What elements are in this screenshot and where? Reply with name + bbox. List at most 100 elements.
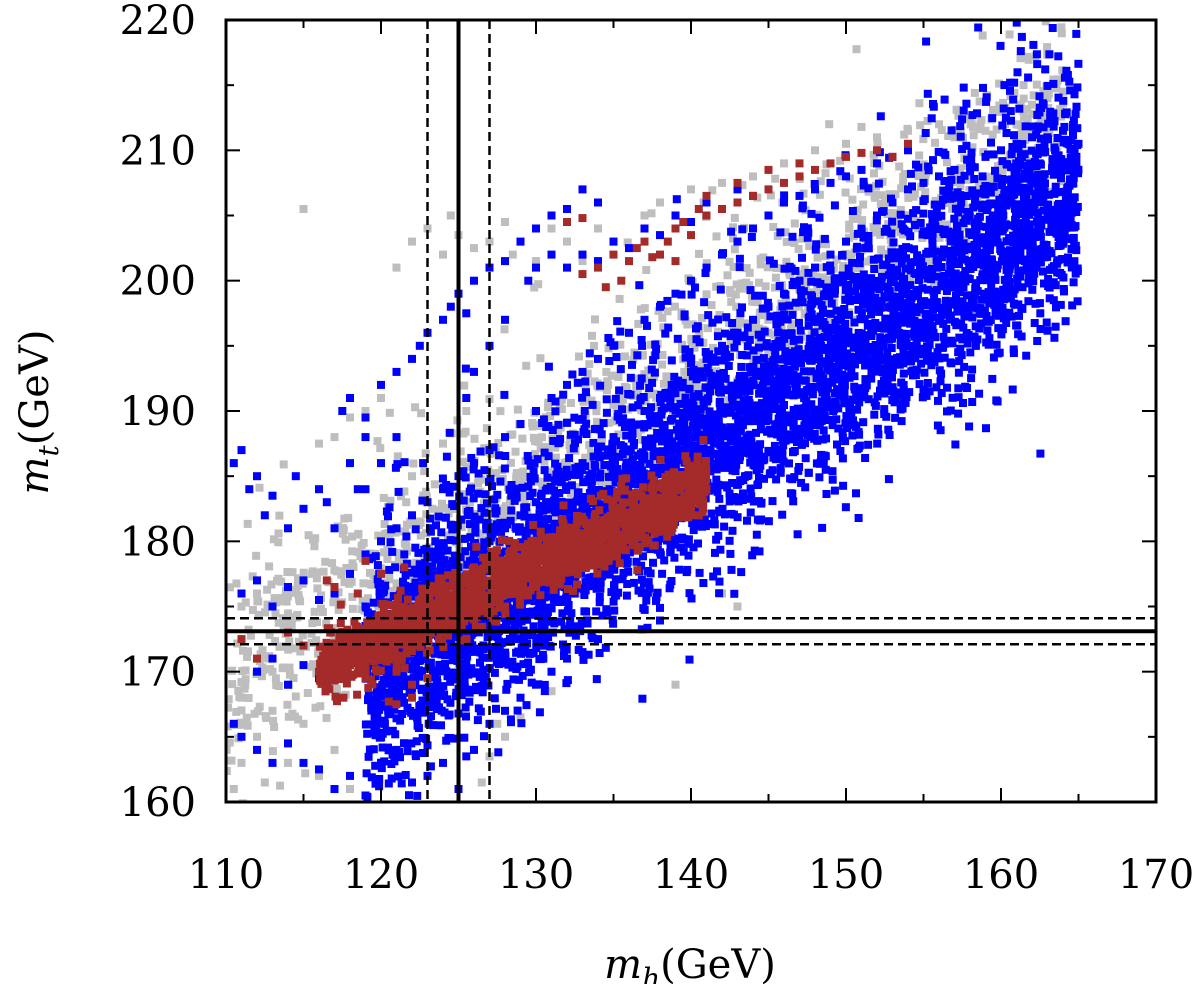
point-gray [1016,100,1025,109]
point-blue [643,623,652,632]
point-blue [1028,285,1037,294]
point-blue [1066,145,1075,153]
point-blue [873,439,882,448]
point-gray [332,684,341,693]
point-gray [602,367,611,376]
point-blue [1046,113,1055,122]
point-gray [604,380,613,389]
point-blue [903,214,912,223]
point-blue [940,310,949,319]
point-gray [869,223,878,232]
point-blue [828,467,837,476]
point-blue [749,362,758,371]
point-gray [381,529,390,538]
point-blue [524,658,533,667]
point-blue [901,300,910,309]
point-gray [491,469,500,478]
point-blue [849,333,858,342]
point-blue [1045,294,1054,303]
point-blue [954,409,963,418]
point-blue [378,728,386,737]
point-gray [313,618,321,626]
point-blue [1040,141,1049,150]
point-blue [1032,263,1041,272]
point-blue [773,377,782,386]
point-gray [369,571,378,579]
point-gray [603,386,611,395]
point-gray [272,681,281,689]
point-blue [1020,150,1029,159]
point-blue [1043,81,1052,90]
point-blue [966,348,975,357]
point-gray [276,781,285,790]
point-blue [795,463,804,471]
point-blue [795,318,803,327]
point-blue [638,341,647,350]
point-gray [771,174,780,183]
point-blue [848,395,857,404]
point-gray [708,343,717,352]
point-blue [430,673,439,682]
point-gray [741,319,750,328]
point-blue [449,557,457,566]
point-gray [869,150,878,159]
point-blue [1002,237,1011,246]
point-gray [772,264,781,272]
point-blue [707,411,716,420]
point-blue [634,401,643,410]
point-blue [786,435,795,444]
point-blue [832,415,841,424]
point-blue [828,475,837,484]
point-gray [330,433,339,442]
point-gray [470,434,479,443]
point-blue [720,522,729,531]
point-gray [702,290,711,299]
point-gray [241,675,250,684]
point-gray [621,382,629,391]
point-blue [822,285,831,293]
point-blue [798,253,806,262]
point-blue [365,745,374,754]
point-gray [291,692,300,701]
point-gray [560,458,569,467]
point-blue [825,366,834,375]
point-blue [540,687,549,696]
point-blue [788,310,797,319]
point-gray [501,218,509,226]
point-gray [312,574,321,583]
point-blue [643,588,652,597]
point-blue [829,405,838,414]
point-blue [745,410,754,419]
point-blue [897,220,906,229]
point-blue [639,552,647,561]
point-gray [809,271,817,280]
point-blue [588,469,596,478]
point-gray [226,583,234,592]
point-blue [789,370,798,379]
point-blue [932,383,941,392]
point-gray [771,283,779,292]
point-gray [886,209,895,217]
point-blue [746,508,755,517]
point-blue [537,655,545,663]
point-blue [940,177,949,185]
point-gray [749,172,757,181]
point-blue [1054,9,1062,17]
point-gray [756,260,765,269]
point-blue [1005,308,1014,317]
point-gray [649,389,658,398]
point-blue [922,391,931,400]
point-blue [864,236,873,245]
point-blue [848,431,857,440]
point-blue [975,389,984,398]
point-gray [279,642,288,651]
point-blue [615,415,624,424]
point-blue [762,339,771,348]
point-blue [917,297,925,306]
point-blue [804,313,813,322]
point-gray [307,638,316,647]
point-blue [507,506,516,515]
point-blue [832,364,841,373]
point-blue [475,515,484,524]
point-blue [749,381,758,390]
